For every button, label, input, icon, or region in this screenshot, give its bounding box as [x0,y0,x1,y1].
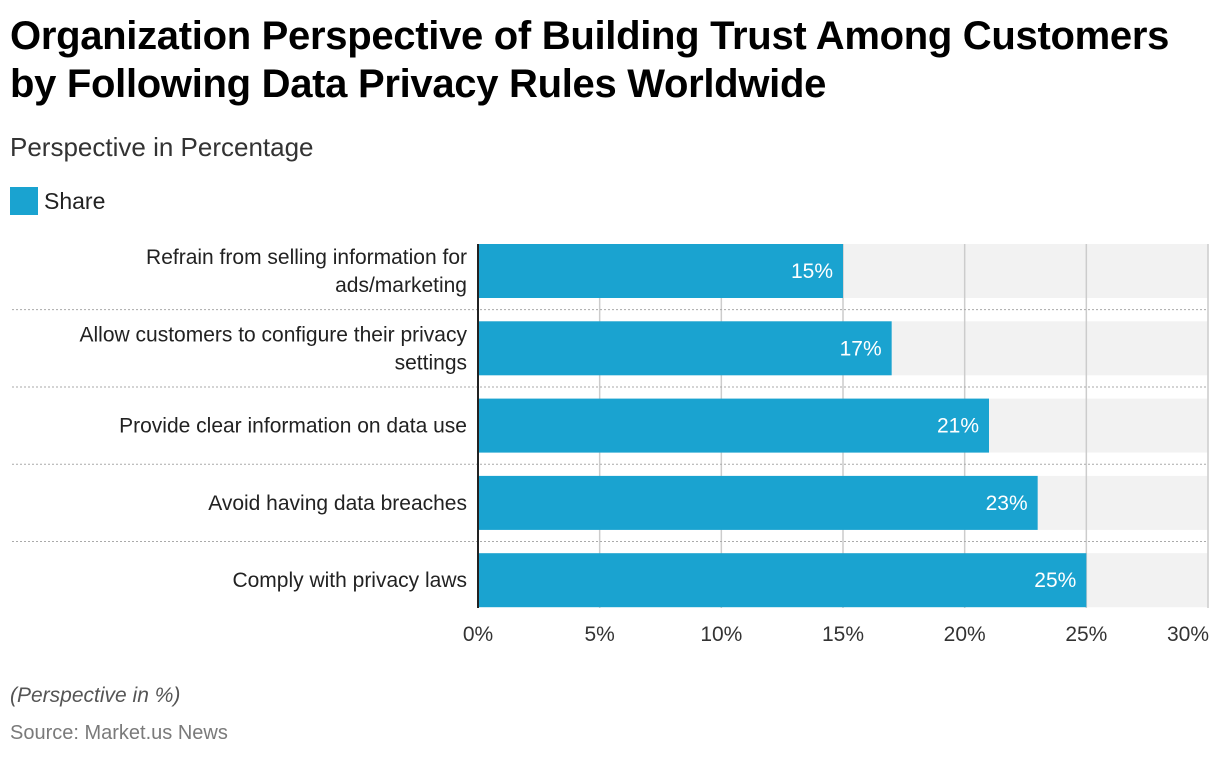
category-label-line: Allow customers to configure their priva… [80,323,468,346]
bar [478,475,1038,530]
category-label: Avoid having data breaches [208,492,467,515]
data-label: 15% [791,260,833,283]
category-label: Allow customers to configure their priva… [80,323,468,374]
category-label-line: Refrain from selling information for [146,246,467,269]
legend: Share [10,187,105,215]
bar [478,321,892,376]
x-tick-label: 5% [584,623,614,646]
data-label: 21% [937,415,979,438]
category-label-line: Avoid having data breaches [208,492,467,515]
chart-subtitle: Perspective in Percentage [10,132,314,162]
category-label: Comply with privacy laws [232,569,467,592]
x-tick-label: 30% [1167,623,1209,646]
footnote: (Perspective in %) [10,684,181,707]
category-label: Provide clear information on data use [119,415,467,438]
x-tick-label: 25% [1065,623,1107,646]
bar [478,553,1087,608]
category-label-line: Comply with privacy laws [232,569,467,592]
data-label: 25% [1034,569,1076,592]
x-tick-label: 0% [463,623,493,646]
x-tick-label: 10% [700,623,742,646]
x-tick-label: 20% [944,623,986,646]
data-label: 23% [986,492,1028,515]
chart-title: Organization Perspective of Building Tru… [10,14,1170,106]
source-credit: Source: Market.us News [10,722,228,744]
data-label: 17% [840,337,882,360]
category-label: Refrain from selling information for ads/… [146,246,467,297]
category-label-line: Provide clear information on data use [119,415,467,438]
x-tick-label: 15% [822,623,864,646]
bar [478,398,989,453]
category-label-line: ads/marketing [335,274,467,297]
bar [478,244,843,298]
legend-label-share: Share [44,187,106,214]
category-label-line: settings [395,351,467,374]
legend-swatch-share [10,187,38,215]
